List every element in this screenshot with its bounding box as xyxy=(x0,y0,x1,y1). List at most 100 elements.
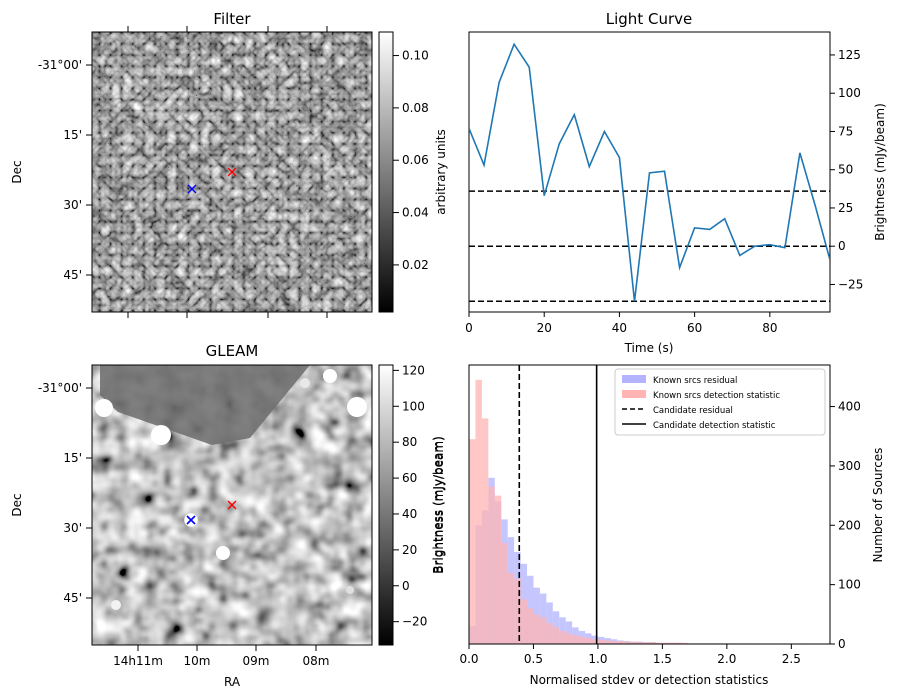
histogram-xlabel: Normalised stdev or detection statistics xyxy=(530,673,769,687)
histogram-ytick-label: 200 xyxy=(838,518,861,532)
gleam-bright-source xyxy=(347,397,367,417)
histogram-bar xyxy=(668,642,676,644)
histogram-bar xyxy=(507,572,515,644)
histogram-bar xyxy=(681,642,689,644)
histogram-bar xyxy=(520,599,528,644)
histogram-yticks: 0 100 200 300 400 xyxy=(830,400,861,651)
filter-marker-blue xyxy=(187,184,197,194)
light-curve-ytick-label: −25 xyxy=(838,277,863,291)
histogram-bar xyxy=(514,578,521,644)
gleam-colorbar-label: Brightness (mJy/beam) xyxy=(432,436,446,574)
light-curve-ytick-label: 100 xyxy=(838,86,861,100)
filter-panel: Filter Dec -31°00' 15' 30' 45' 0.020.040… xyxy=(10,10,448,318)
legend-box xyxy=(614,368,826,436)
histogram-bar xyxy=(527,608,534,644)
histogram-bar xyxy=(501,543,508,644)
histogram-ylabel: Number of Sources xyxy=(871,448,885,563)
filter-xticks xyxy=(127,26,328,318)
light-curve-ylabel: Brightness (mJy/beam) xyxy=(873,103,887,241)
colorbar-tick-label: −20 xyxy=(402,615,427,629)
colorbar-tick-label: 60 xyxy=(402,471,417,485)
gleam-xticks: 14h11m 10m 09m 08m xyxy=(113,645,329,668)
histogram-bar xyxy=(655,642,663,644)
light-curve-xticks: 0 20 40 60 80 xyxy=(465,312,777,335)
histogram-bar xyxy=(649,642,656,644)
histogram-bar xyxy=(533,614,540,644)
histogram-xtick-label: 2.0 xyxy=(717,652,736,666)
histogram-bar xyxy=(630,641,637,644)
filter-ytick-label: 45' xyxy=(63,268,82,282)
colorbar-tick-label: 0 xyxy=(402,579,410,593)
light-curve-xtick-label: 0 xyxy=(465,321,473,335)
gleam-bright-source xyxy=(300,378,310,388)
histogram-bar xyxy=(578,636,586,644)
gleam-ytick-label: -31°00' xyxy=(38,381,82,395)
gleam-map-frame xyxy=(91,364,373,646)
light-curve-xtick-label: 60 xyxy=(687,321,702,335)
histogram-bar xyxy=(572,635,579,644)
histogram-bar xyxy=(623,641,631,644)
histogram-bar xyxy=(494,495,502,644)
histogram-xtick-label: 0.0 xyxy=(459,652,478,666)
gleam-xtick-label: 09m xyxy=(243,654,270,668)
gleam-marker-blue xyxy=(184,513,198,527)
histogram-bar xyxy=(662,642,669,644)
histogram-ytick-label: 400 xyxy=(838,400,861,414)
histogram-left-axis-label: Brightness (mJy/beam) xyxy=(431,436,445,574)
colorbar-tick-label: 20 xyxy=(402,543,417,557)
histogram-ytick-label: 0 xyxy=(838,637,846,651)
histogram-bar xyxy=(675,642,682,644)
filter-ylabel: Dec xyxy=(10,160,24,183)
filter-title: Filter xyxy=(213,10,251,28)
histogram-bar xyxy=(552,627,560,644)
filter-yticks: -31°00' 15' 30' 45' xyxy=(38,58,92,282)
histogram-bar xyxy=(488,486,495,644)
light-curve-ytick-label: 75 xyxy=(838,124,853,138)
histogram-bar xyxy=(559,617,566,644)
gleam-title: GLEAM xyxy=(206,342,259,360)
gleam-bright-source xyxy=(111,600,121,610)
histogram-panel: 0.0 0.5 1.0 1.5 2.0 2.5 0 100 200 300 400 Normali… xyxy=(431,364,885,687)
legend-label: Candidate residual xyxy=(653,406,733,416)
histogram-bar xyxy=(481,418,489,644)
histogram-bar xyxy=(604,640,611,644)
gleam-bright-source xyxy=(216,546,230,560)
histogram-ytick-label: 300 xyxy=(838,459,861,473)
gleam-ytick-label: 30' xyxy=(63,521,82,535)
histogram-xtick-label: 1.5 xyxy=(653,652,672,666)
histogram-bar xyxy=(546,623,553,644)
histogram-frame xyxy=(468,364,831,645)
histogram-bar xyxy=(643,642,650,644)
filter-map-frame xyxy=(91,31,373,313)
histogram-vlines xyxy=(518,365,598,644)
gleam-yticks: -31°00' 15' 30' 45' xyxy=(38,381,92,605)
gleam-bright-source xyxy=(323,369,337,383)
legend-swatch-detection xyxy=(622,390,646,398)
filter-ytick-label: 15' xyxy=(63,128,82,142)
histogram-bar xyxy=(475,379,482,644)
gleam-ylabel: Dec xyxy=(10,493,24,516)
histogram-bar xyxy=(565,633,573,644)
gleam-bright-source xyxy=(346,586,354,594)
histogram-bar xyxy=(565,621,573,644)
legend-label: Known srcs detection statistic xyxy=(653,391,780,401)
gleam-bright-source xyxy=(151,425,171,445)
light-curve-ytick-label: 25 xyxy=(838,201,853,215)
gleam-colorbar xyxy=(378,364,394,646)
colorbar-tick-label: 0.10 xyxy=(402,49,429,63)
histogram-xticks: 0.0 0.5 1.0 1.5 2.0 2.5 xyxy=(459,644,801,666)
gleam-marker-red xyxy=(227,500,237,510)
histogram-bar xyxy=(610,641,618,644)
histogram-legend: Known srcs residual Known srcs detection… xyxy=(614,368,826,436)
legend-label: Candidate detection statistic xyxy=(653,421,776,431)
legend-swatch-residual xyxy=(622,375,646,383)
gleam-xlabel: RA xyxy=(224,675,241,689)
light-curve-xtick-label: 20 xyxy=(537,321,552,335)
histogram-bar xyxy=(585,638,592,644)
histogram-xtick-label: 0.5 xyxy=(524,652,543,666)
colorbar-tick-label: 0.08 xyxy=(402,101,429,115)
histogram-bar xyxy=(597,639,605,644)
gleam-overlay xyxy=(95,365,367,610)
light-curve-title: Light Curve xyxy=(606,10,692,28)
